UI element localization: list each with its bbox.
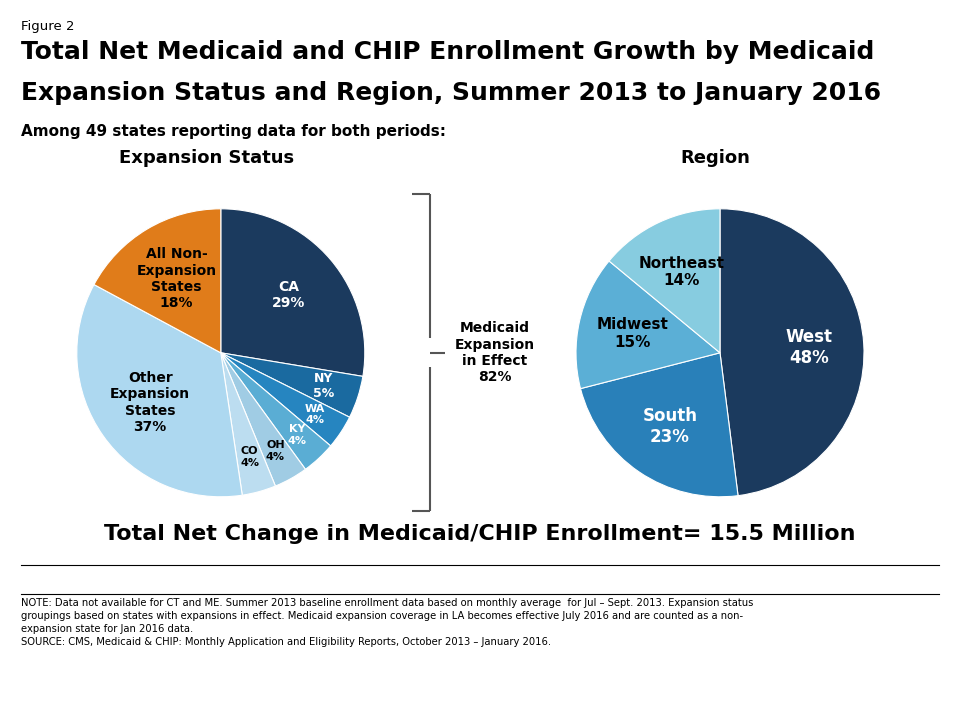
Text: KY
4%: KY 4% [288, 424, 306, 446]
Wedge shape [576, 261, 720, 389]
Wedge shape [609, 209, 720, 353]
Wedge shape [221, 353, 349, 446]
Text: WA
4%: WA 4% [304, 404, 324, 426]
Text: NY
5%: NY 5% [313, 372, 334, 400]
Text: FAMILY: FAMILY [847, 662, 906, 677]
Text: OH
4%: OH 4% [266, 440, 285, 462]
Text: THE HENRY J.: THE HENRY J. [851, 629, 902, 635]
Wedge shape [221, 353, 305, 486]
Text: Medicaid
Expansion
in Effect
82%: Medicaid Expansion in Effect 82% [454, 322, 535, 384]
Text: Northeast
14%: Northeast 14% [639, 256, 725, 288]
Text: West
48%: West 48% [785, 328, 832, 366]
Text: CA
29%: CA 29% [273, 280, 305, 310]
Text: KAISER: KAISER [846, 644, 907, 660]
Wedge shape [221, 353, 363, 417]
Wedge shape [221, 353, 330, 469]
Wedge shape [221, 209, 365, 377]
Text: Region: Region [681, 149, 750, 167]
Text: Among 49 states reporting data for both periods:: Among 49 states reporting data for both … [21, 124, 446, 139]
Wedge shape [77, 284, 242, 497]
Text: Other
Expansion
States
37%: Other Expansion States 37% [110, 372, 190, 434]
Wedge shape [581, 353, 738, 497]
Text: FOUNDATION: FOUNDATION [851, 685, 902, 691]
Text: Midwest
15%: Midwest 15% [597, 317, 669, 349]
Text: Figure 2: Figure 2 [21, 20, 75, 33]
Text: CO
4%: CO 4% [240, 446, 259, 468]
Wedge shape [720, 209, 864, 495]
Text: Expansion Status: Expansion Status [119, 149, 294, 167]
Wedge shape [221, 353, 276, 495]
Text: NOTE: Data not available for CT and ME. Summer 2013 baseline enrollment data bas: NOTE: Data not available for CT and ME. … [21, 598, 754, 647]
Text: Expansion Status and Region, Summer 2013 to January 2016: Expansion Status and Region, Summer 2013… [21, 81, 881, 104]
Text: Total Net Medicaid and CHIP Enrollment Growth by Medicaid: Total Net Medicaid and CHIP Enrollment G… [21, 40, 875, 63]
Wedge shape [94, 209, 221, 353]
Text: Total Net Change in Medicaid/CHIP Enrollment= 15.5 Million: Total Net Change in Medicaid/CHIP Enroll… [105, 523, 855, 544]
Text: All Non-
Expansion
States
18%: All Non- Expansion States 18% [136, 248, 217, 310]
Text: South
23%: South 23% [642, 408, 697, 446]
